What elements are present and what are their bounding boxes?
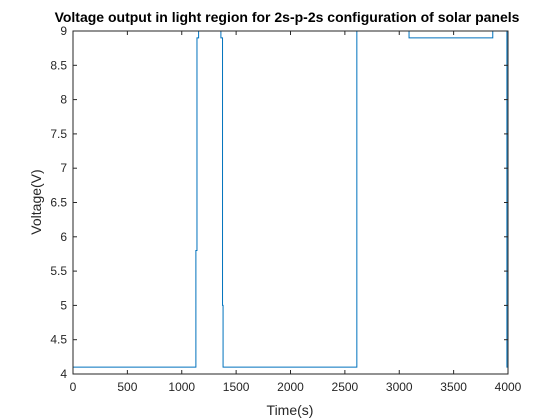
ticks-layer: 0 500 1000 1500 2000 2500 3000 3500 4000 4 4.5 5 5.5… <box>50 24 521 394</box>
x-tick-label: 4000 <box>495 380 522 394</box>
y-tick-label: 4 <box>60 367 67 381</box>
series-layer <box>72 30 509 368</box>
x-tick-label: 3500 <box>440 380 467 394</box>
y-tick-label: 9 <box>60 24 67 38</box>
x-tick-label: 2500 <box>332 380 359 394</box>
x-tick-label: 0 <box>70 380 77 394</box>
axes-background <box>73 31 508 374</box>
x-tick-label: 3000 <box>386 380 413 394</box>
x-tick-label: 2000 <box>277 380 304 394</box>
y-axis-label: Voltage(V) <box>28 169 44 234</box>
x-tick-label: 1500 <box>223 380 250 394</box>
y-tick-label: 8 <box>60 93 67 107</box>
y-tick-label: 5 <box>60 298 67 312</box>
y-tick-label: 6 <box>60 230 67 244</box>
y-tick-label: 7 <box>60 161 67 175</box>
x-axis-label: Time(s) <box>267 402 314 418</box>
y-tick-label: 6.5 <box>50 196 67 210</box>
series-line-0 <box>72 30 509 368</box>
y-tick-label: 4.5 <box>50 333 67 347</box>
chart-title: Voltage output in light region for 2s-p-… <box>55 9 520 25</box>
y-tick-label: 7.5 <box>50 127 67 141</box>
y-tick-label: 5.5 <box>50 264 67 278</box>
x-tick-label: 1000 <box>168 380 195 394</box>
x-tick-label: 500 <box>117 380 137 394</box>
y-tick-label: 8.5 <box>50 58 67 72</box>
